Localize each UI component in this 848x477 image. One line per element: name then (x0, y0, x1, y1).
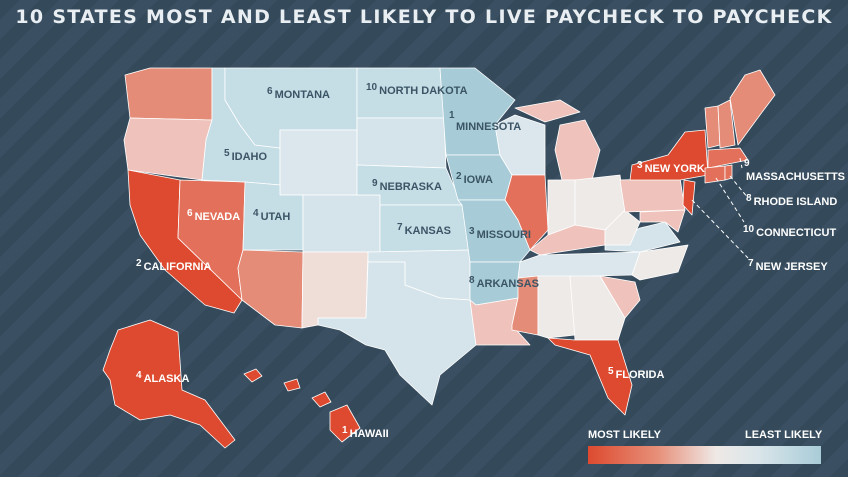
label-idaho: 5 IDAHO (224, 148, 267, 163)
state-maine (729, 69, 776, 146)
label-california: 2 CALIFORNIA (136, 258, 211, 273)
callout-line-new-jersey (691, 199, 749, 259)
callout-line-connecticut (715, 177, 745, 223)
legend-least-likely-label: LEAST LIKELY (745, 429, 823, 441)
label-nevada: 6 NEVADA (187, 208, 240, 223)
callout-line-rhode-island (729, 175, 749, 199)
state-texas (317, 261, 477, 406)
label-kansas: 7 KANSAS (397, 222, 451, 237)
state-maryland (639, 209, 686, 233)
state-washington (124, 67, 213, 121)
label-arkansas: 8 ARKANSAS (469, 275, 539, 290)
state-alabama (537, 275, 576, 339)
label-alaska: 4 ALASKA (136, 370, 189, 385)
state-connecticut (704, 165, 726, 184)
state-new-hampshire (717, 99, 736, 149)
page-title: 10 STATES MOST AND LEAST LIKELY TO LIVE … (15, 6, 833, 28)
state-colorado (302, 194, 381, 253)
label-utah: 4 UTAH (253, 208, 290, 223)
state-massachusetts (707, 147, 749, 169)
label-nebraska: 9 NEBRASKA (372, 178, 442, 193)
state-michigan (554, 119, 601, 181)
state-hawaii-maui (311, 391, 332, 408)
label-connecticut: 10 CONNECTICUT (743, 224, 836, 239)
state-hawaii-kauai (243, 368, 263, 383)
callout-line-massachusetts (739, 157, 743, 169)
label-florida: 5 FLORIDA (608, 366, 665, 381)
legend-gradient-bar (588, 446, 821, 464)
state-hawaii-oahu (283, 378, 301, 392)
state-new-jersey (682, 179, 696, 216)
state-alaska (102, 319, 236, 449)
state-new-york (629, 129, 709, 181)
state-new-mexico (301, 251, 369, 329)
state-hawaii-big-island (329, 404, 361, 443)
label-minnesota: 1MINNESOTA (449, 110, 521, 133)
state-north-carolina (631, 244, 689, 281)
label-massachusetts: 9 MASSACHUSETTS (744, 158, 845, 183)
legend-most-likely-label: MOST LIKELY (588, 429, 661, 441)
state-vermont (704, 105, 721, 149)
state-wyoming (279, 129, 358, 196)
state-florida (547, 337, 633, 416)
state-michigan-upper (514, 99, 581, 123)
state-south-dakota (356, 117, 447, 169)
label-rhode-island: 8 RHODE ISLAND (746, 193, 837, 208)
label-new-jersey: 7 NEW JERSEY (748, 258, 828, 273)
state-west-virginia (604, 209, 641, 246)
state-georgia (569, 275, 626, 341)
state-oregon (123, 117, 213, 181)
label-montana: 6 MONTANA (267, 86, 330, 101)
state-tennessee (517, 251, 641, 279)
label-hawaii: 1 HAWAII (342, 425, 389, 440)
state-south-carolina (599, 275, 641, 319)
state-pennsylvania (619, 177, 686, 213)
label-missouri: 3 MISSOURI (469, 226, 531, 241)
label-iowa: 2 IOWA (456, 171, 493, 186)
state-arizona (237, 249, 304, 329)
label-new-york: 3 NEW YORK (637, 160, 705, 175)
label-north-dakota: 10 NORTH DAKOTA (366, 82, 468, 97)
